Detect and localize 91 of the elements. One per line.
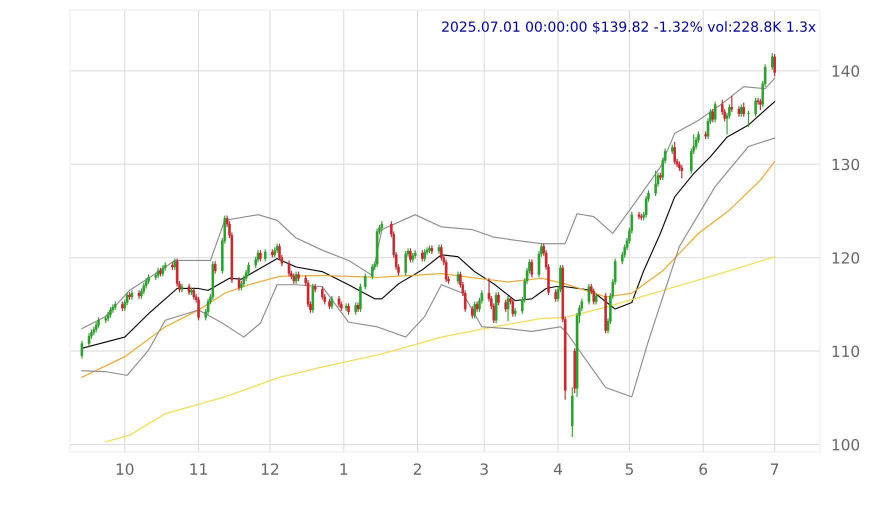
candlestick (588, 283, 590, 305)
candlestick (456, 271, 460, 284)
candlestick (156, 267, 160, 279)
candlestick (162, 264, 164, 277)
candlestick (673, 141, 676, 165)
candlestick (554, 288, 557, 302)
candlestick (238, 276, 240, 291)
line-series (105, 256, 776, 442)
y-tick-label: 100 (832, 438, 860, 451)
candlestick (154, 272, 157, 281)
candlestick (347, 302, 350, 316)
candlestick (359, 283, 362, 312)
x-tick-label: 3 (480, 463, 488, 475)
candlestick (476, 301, 478, 312)
candlestick (730, 95, 734, 112)
candlestick (88, 332, 90, 347)
candlestick (740, 104, 743, 118)
candlestick (330, 295, 334, 310)
candlestick (364, 272, 366, 290)
candlestick (292, 272, 296, 284)
candlestick (321, 286, 324, 300)
x-tick-label: 7 (771, 464, 778, 475)
candlestick (214, 260, 216, 274)
candlestick (759, 98, 762, 111)
x-tick-label: 10 (116, 463, 134, 475)
candlestick (130, 290, 134, 300)
candlestick (121, 301, 124, 312)
candlestick (94, 322, 98, 333)
candlestick (404, 250, 407, 276)
candlestick (197, 296, 200, 321)
candlestick (288, 260, 290, 277)
candlestick (680, 164, 684, 179)
candlestick (264, 248, 266, 262)
candlestick (747, 110, 750, 128)
candlestick (328, 298, 331, 310)
line-series (81, 78, 776, 330)
x-tick-label: 5 (626, 464, 633, 475)
candlestick (192, 287, 196, 300)
candlestick (297, 271, 300, 282)
candlestick (506, 295, 510, 322)
candlestick (530, 258, 534, 278)
candlestick (109, 306, 112, 318)
candlestick (594, 292, 598, 305)
y-tick-label: 120 (832, 252, 860, 264)
x-tick-label: 11 (190, 464, 207, 475)
candlestick (444, 258, 448, 283)
x-tick-label: 1 (340, 464, 348, 475)
candlestick (471, 306, 474, 319)
candlestick (440, 244, 443, 262)
candlestick (714, 101, 716, 123)
candlestick (142, 282, 146, 295)
candlestick (654, 170, 657, 197)
x-tick-label: 4 (554, 464, 562, 475)
candlestick (188, 283, 190, 296)
candlestick (742, 102, 745, 118)
candlestick (423, 248, 426, 262)
line-series (81, 138, 776, 398)
candlestick (147, 274, 150, 284)
x-tick-label: 12 (262, 463, 278, 475)
candlestick (409, 248, 412, 263)
candlestick (273, 246, 276, 258)
candlestick (497, 292, 500, 306)
candlestick (412, 252, 414, 263)
candlestick (738, 106, 740, 118)
candlestick (421, 250, 424, 262)
candlestick (371, 264, 374, 280)
text: 2025.07.01 00:00:00 $139.82 -1.32% vol:228.8K 1.3x (442, 21, 816, 34)
candlestick (259, 250, 262, 262)
candlestick (671, 144, 674, 155)
line-series (81, 160, 776, 378)
candlestick (754, 97, 757, 118)
candlestick (276, 243, 278, 254)
y-tick-label: 110 (832, 346, 860, 358)
y-tick-label: 130 (832, 158, 860, 170)
x-tick-label: 6 (699, 463, 708, 475)
candlestick (438, 244, 440, 254)
candlestick (80, 340, 84, 360)
candlestick (356, 302, 360, 312)
candlestick (512, 298, 514, 318)
candlestick (338, 295, 340, 308)
candlestick (106, 311, 110, 322)
candlestick (104, 315, 107, 324)
candlestick (773, 53, 776, 77)
candlestick (294, 271, 298, 284)
x-tick-label: 2 (414, 463, 421, 475)
candlestick (380, 220, 384, 232)
candlestick (504, 299, 507, 312)
candlestick (97, 316, 100, 328)
y-tick-label: 140 (832, 65, 860, 77)
candlestick (473, 301, 476, 319)
candlestick (312, 283, 314, 314)
